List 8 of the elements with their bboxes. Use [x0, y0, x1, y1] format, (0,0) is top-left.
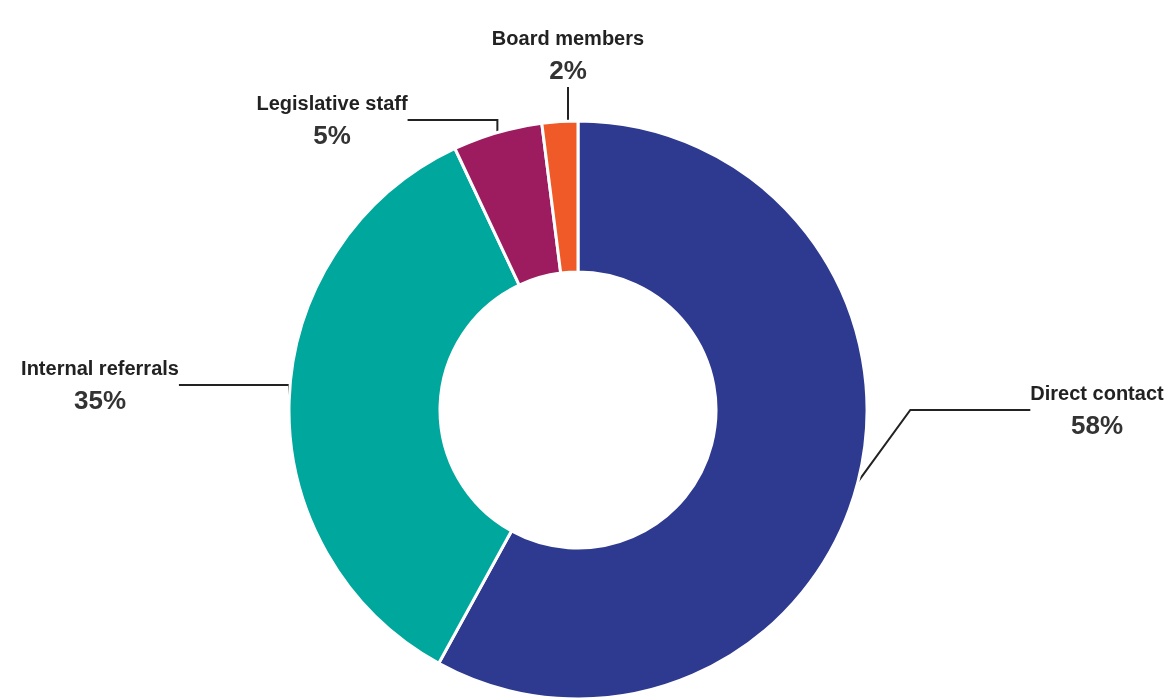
slice-label: Direct contact — [1030, 382, 1165, 404]
slice-label: Legislative staff — [256, 92, 408, 114]
slice-label: Internal referrals — [21, 357, 179, 379]
data-label: 5% — [313, 120, 351, 150]
data-label: 35% — [73, 385, 127, 415]
data-label: 2% — [549, 55, 587, 85]
slice-label: Board members — [491, 27, 645, 49]
data-label: 58% — [1070, 410, 1124, 440]
